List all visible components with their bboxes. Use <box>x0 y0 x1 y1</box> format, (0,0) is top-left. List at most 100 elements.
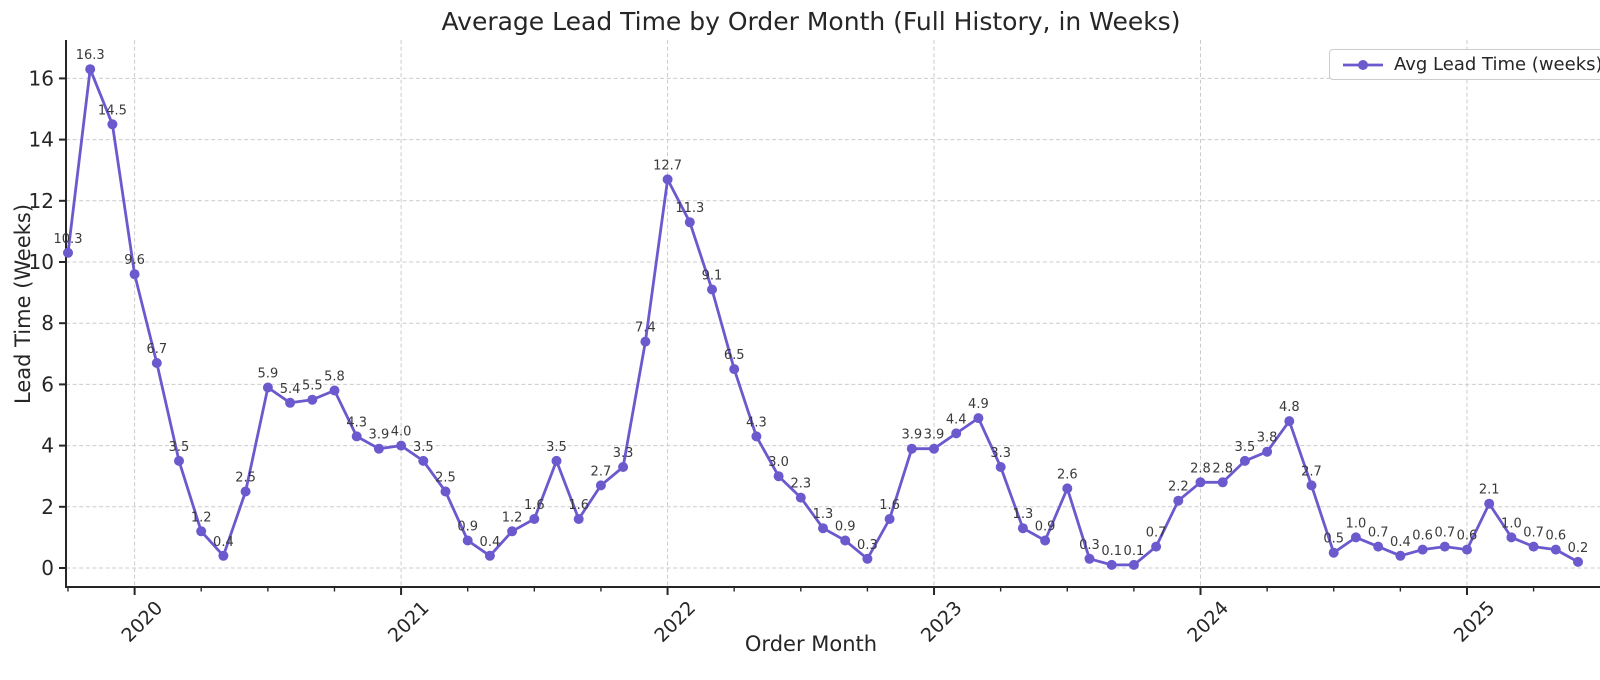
point-label: 1.0 <box>1346 516 1367 531</box>
data-point <box>307 394 318 405</box>
data-point <box>684 217 695 228</box>
point-label: 0.4 <box>480 535 501 550</box>
data-point <box>795 492 806 503</box>
data-point <box>1106 559 1117 570</box>
data-point <box>862 553 873 564</box>
data-point <box>196 526 207 537</box>
point-label: 3.5 <box>546 440 567 455</box>
legend-label: Avg Lead Time (weeks) <box>1394 54 1600 75</box>
data-point <box>773 471 784 482</box>
point-label: 2.8 <box>1212 461 1233 476</box>
y-ticks: 0 2 4 6 8 10 12 14 16 <box>29 66 66 580</box>
y-tick-label: 16 <box>29 66 54 90</box>
data-point <box>373 443 384 454</box>
y-tick-label: 10 <box>29 250 54 274</box>
data-point <box>1439 541 1450 552</box>
data-point <box>418 455 429 466</box>
point-label: 0.3 <box>857 538 878 553</box>
data-point <box>951 428 962 439</box>
data-point <box>129 269 140 280</box>
data-point <box>1062 483 1073 494</box>
data-point <box>751 431 762 442</box>
data-point <box>595 480 606 491</box>
data-point <box>1173 495 1184 506</box>
point-label: 14.5 <box>98 103 127 118</box>
data-point <box>329 385 340 396</box>
point-label: 0.9 <box>457 520 478 535</box>
point-label: 4.0 <box>391 425 412 440</box>
point-label: 0.1 <box>1124 544 1145 559</box>
point-label: 0.2 <box>1568 541 1589 556</box>
point-label: 4.8 <box>1279 400 1300 415</box>
data-point <box>1284 416 1295 427</box>
point-label: 0.5 <box>1323 532 1344 547</box>
point-label: 1.2 <box>502 510 523 525</box>
data-point <box>995 462 1006 472</box>
point-label: 16.3 <box>76 48 105 63</box>
point-label: 2.5 <box>235 471 256 486</box>
point-label: 0.9 <box>1035 520 1056 535</box>
point-label: 0.9 <box>835 520 856 535</box>
series-avg-lead-time <box>63 64 1583 570</box>
data-point <box>929 443 939 454</box>
data-point <box>1484 498 1495 509</box>
data-point <box>707 284 717 295</box>
point-label: 5.4 <box>280 382 301 397</box>
data-point <box>551 455 562 466</box>
data-point <box>1217 477 1228 488</box>
data-point <box>440 486 451 497</box>
data-point <box>818 523 828 534</box>
point-label: 9.1 <box>702 269 723 284</box>
y-tick-label: 2 <box>41 495 54 519</box>
y-tick-label: 0 <box>41 556 54 580</box>
legend-line-marker-icon <box>1343 59 1383 70</box>
data-point <box>1128 559 1139 570</box>
point-label: 5.8 <box>324 370 345 385</box>
data-point <box>1373 541 1384 552</box>
x-axis-label: Order Month <box>744 632 878 656</box>
point-label: 7.4 <box>635 321 656 336</box>
point-label: 6.5 <box>724 348 745 363</box>
data-point <box>1506 532 1517 543</box>
y-tick-label: 8 <box>41 311 54 335</box>
data-point <box>107 119 118 130</box>
data-point <box>573 514 584 524</box>
point-label: 0.7 <box>1523 526 1544 541</box>
data-point <box>529 514 540 524</box>
data-point <box>218 550 229 561</box>
point-label: 4.3 <box>346 415 367 430</box>
point-label: 0.7 <box>1368 526 1389 541</box>
y-tick-label: 4 <box>41 434 54 458</box>
data-point <box>285 397 296 408</box>
point-label: 12.7 <box>653 158 682 173</box>
data-point <box>1573 556 1583 567</box>
point-label: 4.4 <box>946 412 967 427</box>
point-label: 1.6 <box>568 498 589 513</box>
point-label: 6.7 <box>146 342 167 357</box>
point-label: 0.6 <box>1412 529 1433 544</box>
data-point <box>1550 544 1561 555</box>
chart-title: Average Lead Time by Order Month (Full H… <box>441 7 1181 36</box>
point-label: 1.2 <box>191 510 212 525</box>
data-point <box>618 462 629 472</box>
legend: Avg Lead Time (weeks) <box>1329 49 1600 80</box>
point-label: 1.6 <box>524 498 545 513</box>
point-label: 2.7 <box>1301 464 1322 479</box>
axes-spines <box>65 40 1600 588</box>
data-point <box>840 535 851 546</box>
point-label: 2.8 <box>1190 461 1211 476</box>
point-label: 1.3 <box>813 507 834 522</box>
data-point <box>1262 446 1273 457</box>
data-point <box>174 455 184 466</box>
data-point <box>1195 477 1206 488</box>
data-point <box>1151 541 1162 552</box>
point-labels: 10.316.314.59.66.73.51.20.42.55.95.4 5.55… <box>54 48 1589 559</box>
data-point <box>1328 547 1339 558</box>
data-point <box>262 382 273 393</box>
point-label: 2.3 <box>790 477 811 492</box>
data-point <box>662 174 673 185</box>
data-point <box>1528 541 1539 552</box>
point-label: 3.9 <box>924 428 945 443</box>
